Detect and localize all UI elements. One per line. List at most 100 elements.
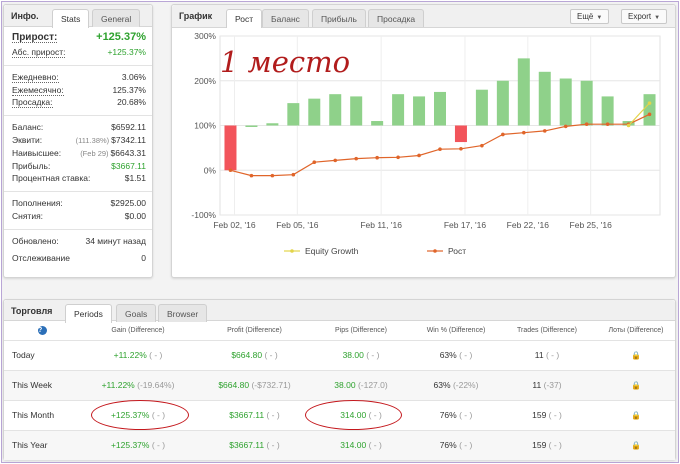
stat-row-interest: Процентная ставка: $1.51 xyxy=(12,173,146,186)
lock-icon[interactable]: 🔒 xyxy=(631,441,641,451)
cell-value: 63% xyxy=(433,380,451,390)
divider xyxy=(4,186,152,193)
stat-label: Прирост: xyxy=(12,32,58,43)
cell-diff: ( - ) xyxy=(548,410,562,420)
column-header[interactable]: Profit (Difference) xyxy=(227,326,282,334)
stat-value: +125.37% xyxy=(107,47,146,57)
tab-growth[interactable]: Рост xyxy=(226,9,263,28)
cell-value: +125.37% xyxy=(110,410,150,420)
more-menu-button[interactable]: Ещё ▼ xyxy=(570,9,610,24)
x-tick-label: Feb 25, '16 xyxy=(570,220,613,230)
stat-value: $1.51 xyxy=(124,173,146,184)
column-header[interactable]: Win % (Difference) xyxy=(426,326,486,334)
lock-icon[interactable]: 🔒 xyxy=(631,381,641,390)
help-icon[interactable]: ? xyxy=(38,325,47,335)
table-row: This Year +125.37% ( - ) $3667.11 ( - ) 314… xyxy=(4,429,675,460)
table-cell: 🔒 xyxy=(597,429,675,460)
stat-label: Просадка: xyxy=(12,97,53,109)
column-header[interactable]: Gain (Difference) xyxy=(111,326,165,334)
cell-value: $3667.11 xyxy=(229,440,265,451)
bar-positive xyxy=(475,89,488,126)
info-panel-title: Инфо. xyxy=(11,11,39,21)
stat-label: Процентная ставка: xyxy=(12,173,91,184)
tab-stats[interactable]: Stats xyxy=(52,9,90,28)
chart-panel: График Рост Баланс Прибыль Просадка Ещё ▼… xyxy=(171,4,676,278)
table-cell: 🔒 xyxy=(597,399,675,430)
stat-value: 20.68% xyxy=(117,97,146,108)
stat-label: Абс. прирост: xyxy=(12,47,66,58)
growth-point xyxy=(291,172,296,177)
stat-row-updated: Обновлено: 34 минут назад xyxy=(12,236,146,249)
table-cell: 159 ( - ) xyxy=(497,429,597,460)
lock-icon[interactable]: 🔒 xyxy=(631,351,641,360)
table-cell: 🔒 xyxy=(597,339,675,370)
growth-point xyxy=(354,156,358,161)
equity-point xyxy=(647,101,652,105)
column-header[interactable]: Trades (Difference) xyxy=(517,326,577,334)
growth-point xyxy=(584,122,589,126)
chart-panel-header: График Рост Баланс Прибыль Просадка Ещё ▼… xyxy=(172,5,675,28)
bar-positive xyxy=(392,94,405,126)
bar-positive xyxy=(496,80,509,126)
growth-point xyxy=(249,173,254,178)
tab-browser[interactable]: Browser xyxy=(158,304,208,322)
bar-positive xyxy=(329,94,342,126)
stat-label: Ежемесячно: xyxy=(12,84,64,96)
cell-diff: (-19.64%) xyxy=(137,380,175,390)
stat-label: Снятия: xyxy=(12,210,44,221)
column-header[interactable]: Лоты (Difference) xyxy=(608,326,664,334)
bar-positive xyxy=(308,98,321,126)
row-label: This Month xyxy=(12,410,55,420)
more-menu-label: Ещё xyxy=(577,12,594,21)
table-cell: 11 ( - ) xyxy=(497,339,597,370)
cell-value: 63% xyxy=(439,350,457,360)
row-label: Today xyxy=(12,350,35,360)
tab-periods[interactable]: Periods xyxy=(65,304,112,323)
tab-general[interactable]: General xyxy=(92,9,141,27)
table-cell: 314.00 ( - ) xyxy=(307,399,415,430)
row-label: This Week xyxy=(12,380,52,390)
cell-value: 11 xyxy=(532,380,542,390)
info-panel-body: Прирост: +125.37% Абс. прирост: +125.37%… xyxy=(4,27,152,265)
tab-goals[interactable]: Goals xyxy=(116,304,157,322)
stat-note: (111.38%) xyxy=(75,135,110,145)
stat-row-daily: Ежедневно: 3.06% xyxy=(12,72,146,85)
table-cell: $664.80 ( - ) xyxy=(202,339,307,370)
table-cell: +125.37% ( - ) xyxy=(74,429,202,460)
bar-positive xyxy=(434,91,446,126)
bar-positive xyxy=(559,78,572,126)
export-button[interactable]: Export ▼ xyxy=(621,9,668,24)
cell-diff: (-37) xyxy=(543,380,562,390)
tab-profit[interactable]: Прибыль xyxy=(312,9,366,27)
table-cell: 38.00 ( - ) xyxy=(307,339,415,370)
y-tick-label: 0% xyxy=(204,165,217,175)
column-header[interactable]: Pips (Difference) xyxy=(334,326,387,334)
tab-balance[interactable]: Баланс xyxy=(262,9,309,27)
table-cell: 38.00 (-127.0) xyxy=(307,369,415,400)
x-tick-label: Feb 22, '16 xyxy=(507,220,550,230)
cell-diff: (-127.0) xyxy=(357,380,388,390)
cell-value: 314.00 xyxy=(340,410,367,420)
stat-note: (Feb 29) xyxy=(80,148,109,158)
stat-label: Эквити: xyxy=(12,134,43,145)
growth-point xyxy=(375,155,379,160)
tab-drawdown[interactable]: Просадка xyxy=(368,9,425,27)
bar-positive xyxy=(413,96,426,126)
stat-label: Баланс: xyxy=(12,122,44,133)
legend-equity-label: Equity Growth xyxy=(305,246,359,256)
table-cell: +125.37% ( - ) xyxy=(74,399,202,430)
bar-positive xyxy=(245,125,258,127)
divider xyxy=(4,60,152,66)
cell-value: 314.00 xyxy=(340,440,367,451)
cell-value: +125.37% xyxy=(110,440,150,451)
lock-icon[interactable]: 🔒 xyxy=(631,411,641,420)
growth-point xyxy=(563,124,568,129)
table-cell: +11.22% ( - ) xyxy=(74,339,202,370)
bar-positive xyxy=(580,80,593,126)
stat-row-gain: Прирост: +125.37% xyxy=(12,31,146,47)
table-cell: 63% (-22%) xyxy=(415,369,497,400)
y-tick-label: 200% xyxy=(194,76,216,86)
stat-row-monthly: Ежемесячно: 125.37% xyxy=(12,85,146,98)
stat-value: +125.37% xyxy=(96,31,146,43)
stat-label: Наивысшее: xyxy=(12,147,62,158)
